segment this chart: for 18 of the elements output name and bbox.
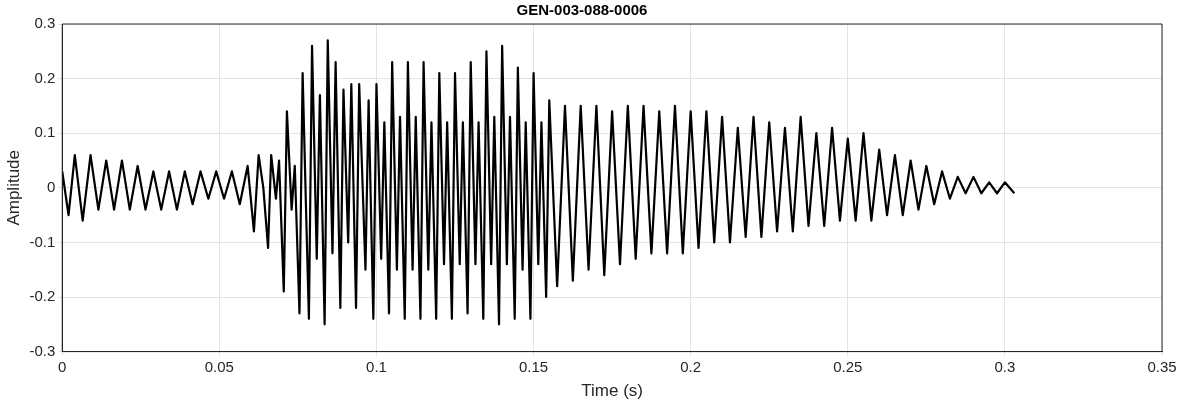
y-tick-label: 0.1 — [34, 123, 56, 141]
y-tick-label: 0.2 — [34, 68, 56, 86]
y-tick-label: -0.2 — [29, 287, 56, 305]
y-tick-label: -0.1 — [29, 232, 56, 250]
y-axis-title: Amplitude — [3, 150, 23, 226]
x-tick-label: 0.2 — [680, 357, 702, 375]
y-tick-label: -0.3 — [29, 341, 56, 359]
x-tick-label: 0.25 — [833, 357, 863, 375]
x-tick-label: 0.15 — [518, 357, 549, 375]
y-tick-label: 0 — [46, 177, 56, 195]
x-tick-label: 0.1 — [366, 357, 387, 375]
x-tick-label: 0 — [58, 357, 67, 375]
x-tick-label: 0.3 — [994, 357, 1016, 375]
y-tick-label: 0.3 — [34, 14, 56, 32]
x-tick-label: 0.35 — [1147, 357, 1177, 375]
chart-title: GEN-003-088-0006 — [516, 1, 648, 19]
x-tick-label: 0.05 — [204, 357, 234, 375]
x-axis-title: Time (s) — [581, 381, 643, 401]
